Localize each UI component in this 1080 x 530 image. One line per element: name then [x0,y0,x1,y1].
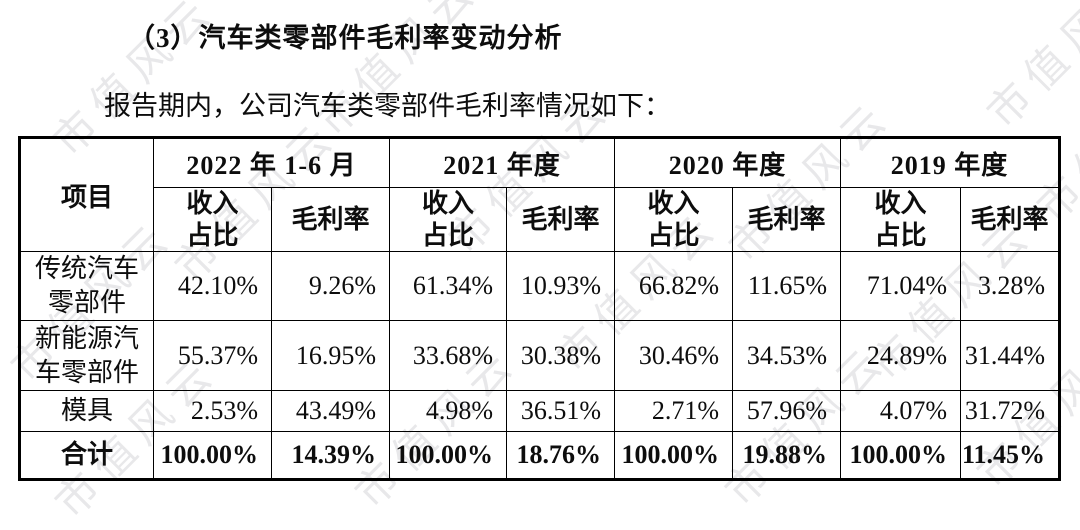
row-label-total: 合计 [19,431,154,480]
cell-value: 31.44% [960,320,1061,391]
cell-value: 42.10% [153,251,272,321]
col-header-2020: 2020 年度 [614,137,842,188]
cell-value: 9.26% [270,251,391,321]
subheader-revenue-share: 收入 占比 [389,187,508,252]
cell-value: 61.34% [389,251,508,321]
cell-value: 55.37% [153,320,272,391]
subheader-gross-margin: 毛利率 [960,187,1061,252]
cell-value: 100.00% [153,431,272,480]
cell-value: 30.38% [506,320,616,391]
row-label-molds: 模具 [19,390,154,432]
section-heading: （3）汽车类零部件毛利率变动分析 [128,23,563,53]
subheader-revenue-share: 收入 占比 [840,187,962,252]
col-header-2022h1: 2022 年 1-6 月 [152,137,391,188]
cell-value: 10.93% [506,251,616,321]
cell-value: 11.65% [732,251,842,321]
row-label-traditional-parts: 传统汽车 零部件 [19,251,154,321]
subheader-gross-margin: 毛利率 [506,187,616,252]
cell-value: 14.39% [270,431,391,480]
gross-margin-table: 项目 2022 年 1-6 月 2021 年度 2020 年度 2019 年度 … [18,136,1062,481]
cell-value: 100.00% [614,431,734,480]
table-row-traditional-parts: 传统汽车 零部件 42.10% 9.26% 61.34% 10.93% 66.8… [19,251,1061,321]
cell-value: 4.07% [840,390,962,432]
col-header-item: 项目 [19,137,154,252]
cell-value: 24.89% [840,320,962,391]
subheader-revenue-share: 收入 占比 [614,187,734,252]
cell-value: 100.00% [389,431,508,480]
table-row-molds: 模具 2.53% 43.49% 4.98% 36.51% 2.71% 57.96… [19,390,1061,432]
cell-value: 57.96% [732,390,842,432]
subheader-revenue-share: 收入 占比 [153,187,272,252]
cell-value: 71.04% [840,251,962,321]
watermark-text: 市值风云 [977,0,1080,137]
col-header-2019: 2019 年度 [840,137,1061,188]
col-header-2021: 2021 年度 [389,137,616,188]
intro-paragraph: 报告期内，公司汽车类零部件毛利率情况如下： [104,91,671,121]
cell-value: 2.53% [153,390,272,432]
subheader-gross-margin: 毛利率 [732,187,842,252]
cell-value: 43.49% [270,390,391,432]
subheader-gross-margin: 毛利率 [270,187,391,252]
row-label-nev-parts: 新能源汽 车零部件 [19,320,154,391]
cell-value: 11.45% [960,431,1061,480]
cell-value: 33.68% [389,320,508,391]
cell-value: 2.71% [614,390,734,432]
cell-value: 4.98% [389,390,508,432]
table-row-nev-parts: 新能源汽 车零部件 55.37% 16.95% 33.68% 30.38% 30… [19,320,1061,391]
cell-value: 66.82% [614,251,734,321]
cell-value: 100.00% [840,431,962,480]
cell-value: 36.51% [506,390,616,432]
cell-value: 19.88% [732,431,842,480]
table-row-total: 合计 100.00% 14.39% 100.00% 18.76% 100.00%… [19,431,1061,480]
cell-value: 31.72% [960,390,1061,432]
cell-value: 30.46% [614,320,734,391]
cell-value: 3.28% [960,251,1061,321]
cell-value: 18.76% [506,431,616,480]
cell-value: 34.53% [732,320,842,391]
cell-value: 16.95% [270,320,391,391]
